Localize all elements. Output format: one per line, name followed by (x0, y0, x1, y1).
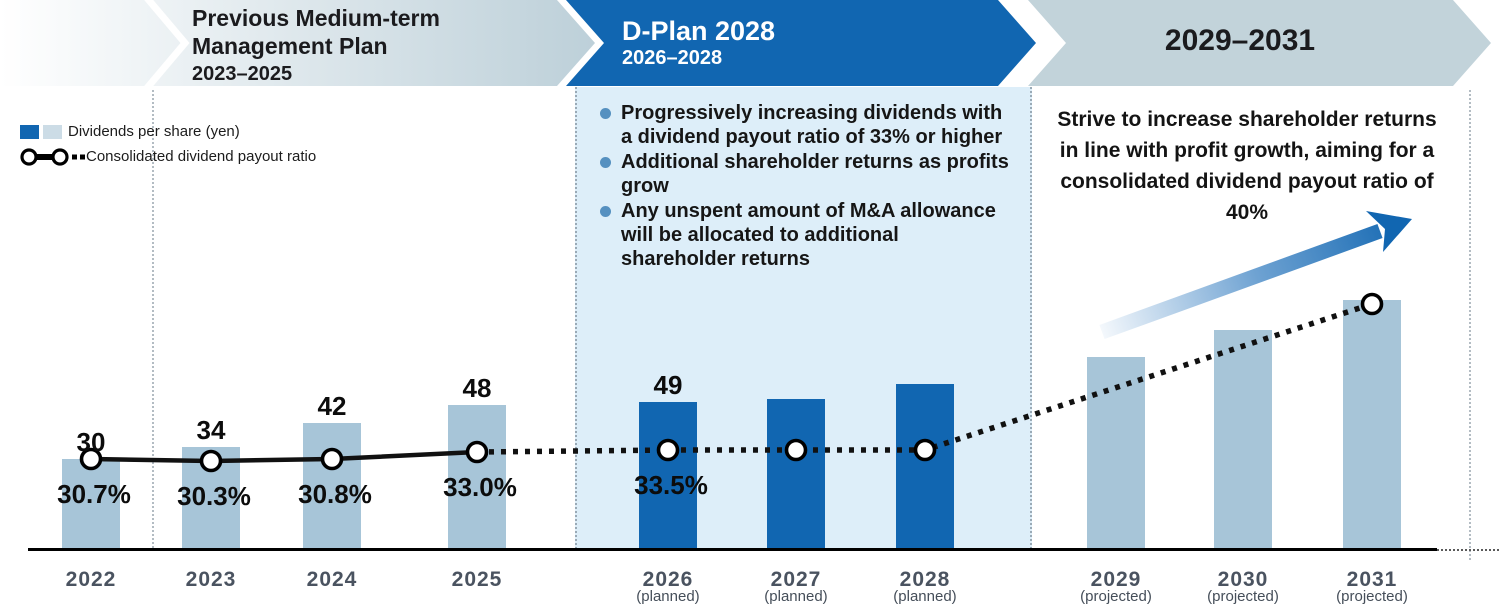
x-axis-dotted-continuation (1437, 549, 1499, 551)
dplan-bullet-2-text: Additional shareholder returns as profit… (621, 151, 1009, 197)
bullet-dot-icon (600, 108, 611, 119)
banner-2029-2031-title: 2029–2031 (1164, 24, 1316, 57)
legend-ratio-label: Consolidated dividend payout ratio (86, 148, 317, 165)
banner-previous-plan-text: Previous Medium-term Management Plan 202… (192, 4, 440, 88)
bar-2030 (1214, 330, 1272, 549)
dividends-dark-swatch-icon (20, 124, 39, 139)
bar-2022 (62, 459, 120, 549)
dividends-light-swatch-icon (43, 124, 62, 139)
payout-ratio-line-marker-icon (20, 147, 85, 166)
x-axis-line (28, 548, 1437, 551)
guide-previous-plan-start (152, 90, 154, 548)
banner-2029-2031-shape (1028, 0, 1491, 86)
banner-dplan-title: D-Plan 2028 (622, 16, 776, 46)
bar-2026 (639, 402, 697, 549)
dplan-bullet-3: Any unspent amount of M&A allowance will… (600, 199, 1012, 271)
banner-previous-plan-years: 2023–2025 (192, 63, 293, 85)
dplan-bullet-list: Progressively increasing dividends with … (600, 101, 1012, 272)
banner-previous-plan-title-line2: Management Plan (192, 33, 388, 59)
bar-2029 (1087, 357, 1145, 549)
bar-2028 (896, 384, 954, 549)
legend-ratio-row: Consolidated dividend payout ratio (20, 144, 316, 169)
guide-right-period-end (1469, 90, 1471, 560)
dplan-bullet-2: Additional shareholder returns as profit… (600, 150, 1012, 198)
banner-previous-plan-title-line1: Previous Medium-term (192, 5, 440, 31)
bar-2031 (1343, 300, 1401, 549)
bar-2027 (767, 399, 825, 549)
bullet-dot-icon (600, 157, 611, 168)
dplan-bullet-3-text: Any unspent amount of M&A allowance will… (621, 200, 996, 270)
bullet-dot-icon (600, 206, 611, 217)
dplan-bullet-1: Progressively increasing dividends with … (600, 101, 1012, 149)
bar-2023 (182, 447, 240, 549)
legend-dividends-label: Dividends per share (yen) (68, 123, 240, 140)
banner-arrows (0, 0, 1491, 87)
outlook-note: Strive to increase shareholder returns i… (1057, 108, 1437, 224)
bar-2024 (303, 423, 361, 549)
banner-dplan-text: D-Plan 2028 2026–2028 (622, 16, 775, 70)
banner-chevron-divider (144, 0, 190, 87)
bar-2025 (448, 405, 506, 549)
dplan-bullet-1-text: Progressively increasing dividends with … (621, 102, 1003, 148)
banner-previous-plan-shape (0, 0, 595, 86)
banner-dplan-shape (566, 0, 1036, 86)
chart-legend: Dividends per share (yen) Consolidated d… (20, 119, 316, 169)
banner-dplan-years: 2026–2028 (622, 47, 723, 69)
legend-dividends-row: Dividends per share (yen) (20, 119, 316, 144)
